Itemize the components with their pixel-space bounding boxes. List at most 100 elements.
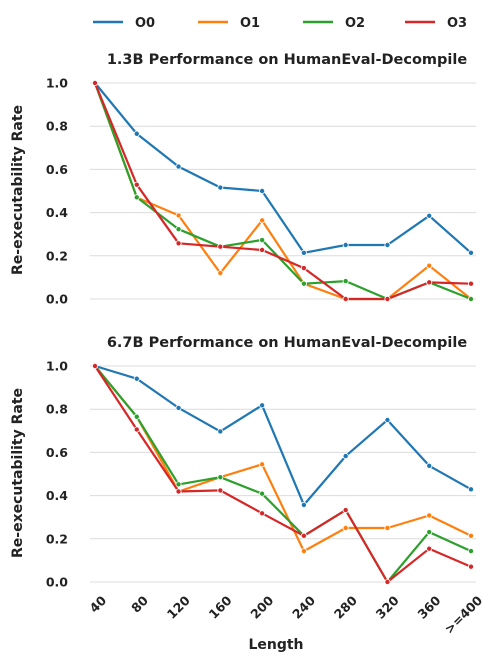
data-point-o3-top (384, 295, 391, 302)
y-tick-label-bottom: 0.4 (46, 488, 68, 503)
data-point-o0-top (467, 249, 474, 256)
x-tick-label: 240 (289, 592, 318, 621)
data-point-o1-bottom (467, 532, 474, 539)
legend-label-o3: O3 (447, 16, 467, 31)
data-point-o1-top (175, 212, 182, 219)
data-point-o2-top (467, 295, 474, 302)
data-point-o1-bottom (342, 525, 349, 532)
x-tick-label: 120 (164, 592, 193, 621)
data-point-o2-bottom (426, 529, 433, 536)
data-point-o1-bottom (384, 525, 391, 532)
y-tick-label-top: 0.6 (46, 162, 68, 177)
chart-legend: O0 O1 O2 O3 (93, 16, 467, 31)
series-line-o2-top (93, 82, 472, 301)
data-point-o1-top (217, 270, 224, 277)
data-point-o2-top (342, 278, 349, 285)
series-line-o3-bottom (94, 365, 472, 584)
legend-label-o0: O0 (135, 16, 155, 31)
y-tick-label-bottom: 0.8 (46, 402, 68, 417)
y-tick-label-bottom: 1.0 (46, 359, 68, 374)
data-point-o3-bottom (133, 426, 140, 433)
x-tick-label: 40 (86, 592, 109, 615)
data-point-o2-bottom (259, 490, 266, 497)
data-point-o3-top (426, 279, 433, 286)
plot-area-bottom: 0.0 0.2 0.4 0.6 0.8 1.0 40 80 120 160 200 240 280 320… (46, 359, 483, 637)
x-tick-label: 280 (331, 592, 360, 621)
data-point-o2-top (259, 237, 266, 244)
data-point-o0-top (300, 249, 307, 256)
data-point-o3-top (217, 243, 224, 250)
data-point-o1-top (426, 262, 433, 269)
x-tick-label: >=400 (441, 592, 483, 636)
data-point-o0-bottom (259, 402, 266, 409)
x-tick-label: 320 (373, 592, 402, 621)
series-line-o0-bottom (94, 364, 472, 506)
data-point-o1-bottom (300, 548, 307, 555)
x-tick-label: 80 (128, 592, 151, 615)
y-tick-label-top: 0.8 (46, 119, 68, 134)
data-point-o2-top (175, 226, 182, 233)
data-point-o3-bottom (175, 488, 182, 495)
data-point-o2-bottom (133, 413, 140, 420)
data-point-o0-bottom (175, 404, 182, 411)
x-axis-label: Length (248, 637, 303, 653)
data-point-o3-top (133, 181, 140, 188)
data-point-o3-bottom (426, 545, 433, 552)
data-point-o0-top (175, 163, 182, 170)
series-line-o0-top (94, 82, 472, 254)
data-point-o1-bottom (259, 461, 266, 468)
y-tick-label-bottom: 0.2 (46, 531, 68, 546)
data-point-o3-bottom (259, 510, 266, 517)
data-point-o0-bottom (467, 486, 474, 493)
data-point-o2-bottom (467, 548, 474, 555)
data-point-o3-bottom (217, 487, 224, 494)
data-point-o3-bottom (92, 362, 99, 369)
data-point-o3-bottom (300, 532, 307, 539)
data-point-o0-top (342, 241, 349, 248)
data-point-o3-bottom (384, 579, 391, 586)
legend-label-o1: O1 (240, 16, 260, 31)
data-point-o0-top (384, 241, 391, 248)
y-tick-label-top: 0.2 (46, 248, 68, 263)
y-tick-label-top: 0.0 (46, 292, 68, 307)
data-point-o2-top (133, 194, 140, 201)
y-tick-label-bottom: 0.6 (46, 445, 68, 460)
plot-area-top: 0.0 0.2 0.4 0.6 0.8 1.0 (46, 76, 476, 307)
y-tick-label-top: 0.4 (46, 205, 68, 220)
data-point-o3-top (259, 246, 266, 253)
y-tick-label-top: 1.0 (46, 76, 68, 91)
data-point-o0-top (426, 212, 433, 219)
x-tick-label: 360 (414, 592, 443, 621)
data-point-o1-bottom (426, 512, 433, 519)
data-point-o3-top (92, 80, 99, 87)
data-point-o3-top (467, 280, 474, 287)
series-line-o1-bottom (94, 365, 472, 553)
data-point-o0-top (133, 130, 140, 137)
chart-title-top: 1.3B Performance on HumanEval-Decompile (107, 52, 468, 68)
data-point-o3-top (342, 295, 349, 302)
data-point-o3-bottom (342, 507, 349, 514)
y-axis-label-top: Re-executability Rate (10, 105, 26, 275)
data-point-o2-bottom (217, 474, 224, 481)
chart-title-bottom: 6.7B Performance on HumanEval-Decompile (107, 335, 468, 351)
y-axis-label-bottom: Re-executability Rate (10, 388, 26, 558)
data-point-o0-bottom (426, 462, 433, 469)
data-point-o3-top (300, 265, 307, 272)
series-line-o1-top (93, 82, 472, 301)
data-point-o2-top (300, 280, 307, 287)
series-line-o2-bottom (94, 365, 472, 584)
data-point-o0-top (259, 187, 266, 194)
data-point-o2-bottom (175, 481, 182, 488)
data-point-o3-bottom (467, 563, 474, 570)
data-point-o3-top (175, 240, 182, 247)
series-line-o3-top (93, 82, 472, 301)
x-tick-label: 160 (206, 592, 235, 621)
data-point-o0-bottom (342, 453, 349, 460)
data-point-o0-top (217, 184, 224, 191)
data-point-o1-top (259, 217, 266, 224)
y-tick-label-bottom: 0.0 (46, 575, 68, 590)
data-point-o0-bottom (133, 375, 140, 382)
data-point-o0-bottom (217, 428, 224, 435)
legend-label-o2: O2 (345, 16, 365, 31)
